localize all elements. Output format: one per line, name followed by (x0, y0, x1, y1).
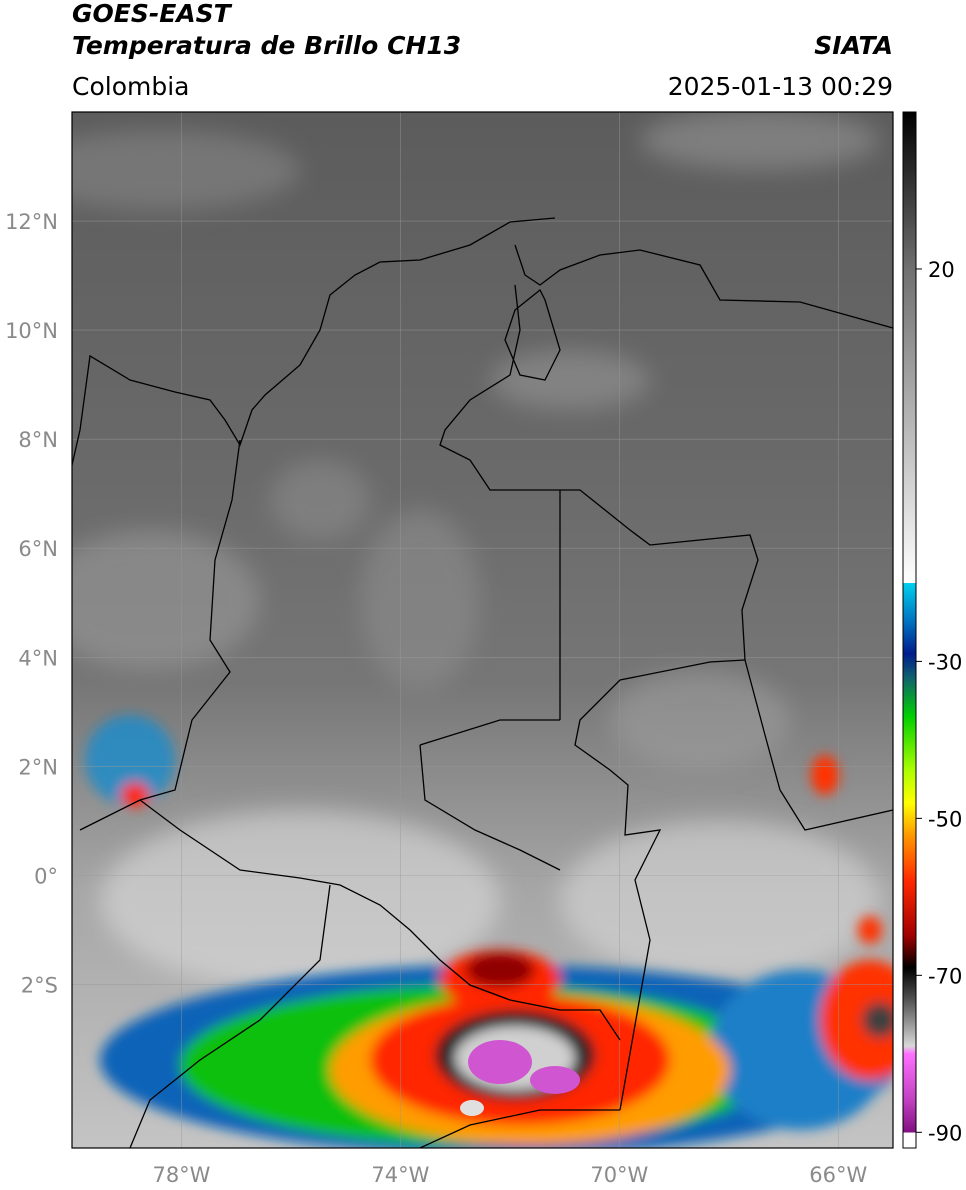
y-tick-label: 4°N (18, 646, 58, 670)
x-tick-label: 66°W (809, 1163, 867, 1187)
colorbar-tick-label: -70 (928, 964, 962, 988)
subtitle: Temperatura de Brillo CH13 (72, 31, 461, 60)
colorbar-tick-label: -50 (928, 807, 962, 831)
map-frame (71, 111, 894, 1149)
y-tick-label: 8°N (18, 428, 58, 452)
y-tick-label: 2°N (18, 755, 58, 779)
region: Colombia (72, 72, 189, 101)
colorbar-tick-label: -30 (928, 650, 962, 674)
colorbar-tick-label: 20 (928, 258, 955, 282)
x-tick-label: 78°W (152, 1163, 210, 1187)
y-tick-label: 2°S (21, 973, 58, 997)
axis-labels: 78°W 74°W 70°W 66°W 12°N 10°N 8°N 6°N 4°N 2°N 0° 2°… (5, 210, 867, 1187)
y-tick-label: 0° (34, 864, 58, 888)
x-tick-label: 74°W (371, 1163, 429, 1187)
y-tick-label: 12°N (5, 210, 58, 234)
y-tick-label: 6°N (18, 537, 58, 561)
source: SIATA (814, 31, 893, 60)
colorbar-ticks: 20 -30 -50 -70 -90 (916, 258, 962, 1145)
y-tick-label: 10°N (5, 319, 58, 343)
colorbar-tick-label: -90 (928, 1121, 962, 1145)
x-tick-label: 70°W (590, 1163, 648, 1187)
satellite-image (72, 112, 893, 1148)
datetime: 2025-01-13 00:29 (668, 72, 893, 101)
colorbar (902, 111, 917, 1149)
graticule (72, 112, 893, 1148)
title: GOES-EAST (72, 0, 233, 28)
borders (72, 217, 893, 1148)
